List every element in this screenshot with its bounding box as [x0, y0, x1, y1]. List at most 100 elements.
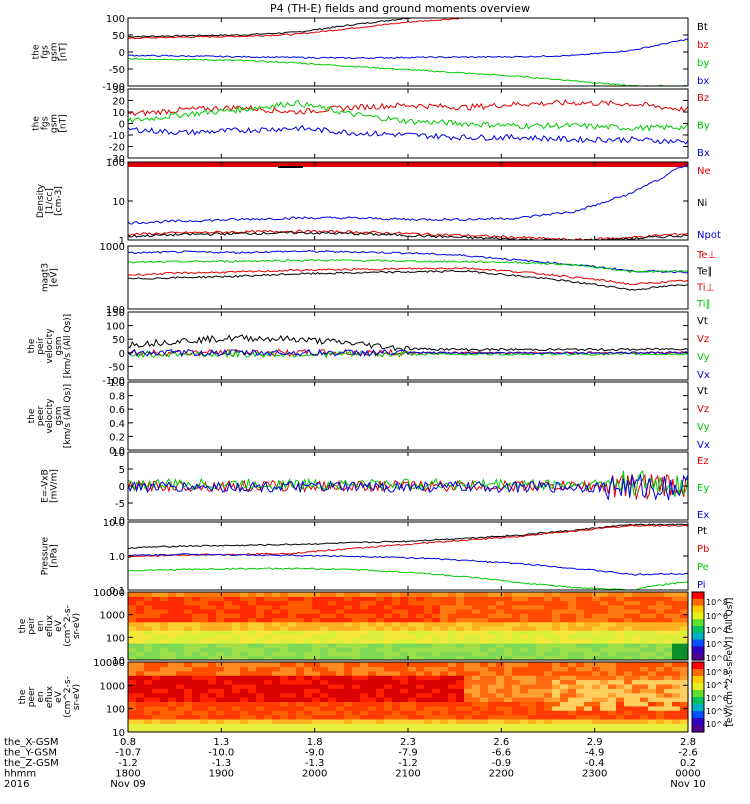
spectrogram-cell: [440, 718, 449, 724]
spectrogram-cell: [496, 675, 505, 681]
y-axis-label: [km/s (All Qs)]: [63, 384, 73, 448]
x-axis-value: 2.6: [493, 737, 509, 748]
spectrogram-cell: [240, 697, 249, 702]
spectrogram-cell: [512, 675, 521, 681]
spectrogram-cell: [336, 683, 345, 689]
spectrogram-cell: [416, 617, 425, 623]
spectrogram-cell: [616, 604, 625, 610]
spectrogram-cell: [472, 662, 481, 667]
spectrogram-cell: [560, 604, 569, 610]
spectrogram-cell: [408, 662, 417, 667]
spectrogram-cell: [168, 647, 177, 653]
spectrogram-cell: [656, 727, 665, 732]
spectrogram-cell: [528, 600, 537, 606]
spectrogram-cell: [136, 613, 145, 619]
spectrogram-cell: [568, 596, 577, 602]
spectrogram-cell: [448, 596, 457, 602]
spectrogram-cell: [584, 662, 593, 667]
spectrogram-cell: [592, 692, 601, 698]
spectrogram-cell: [328, 675, 337, 681]
spectrogram-cell: [456, 675, 465, 681]
spectrogram-cell: [280, 609, 289, 614]
spectrogram-cell: [344, 626, 353, 631]
spectrogram-cell: [296, 647, 305, 653]
spectrogram-cell: [600, 604, 609, 610]
spectrogram-cell: [560, 643, 569, 648]
spectrogram-cell: [232, 688, 241, 694]
spectrogram-cell: [512, 621, 521, 627]
spectrogram-cell: [392, 723, 401, 729]
spectrogram-cell: [544, 670, 553, 676]
spectrogram-cell: [632, 613, 641, 619]
spectrogram-cell: [584, 670, 593, 676]
spectrogram-cell: [296, 718, 305, 724]
spectrogram-cell: [320, 727, 329, 732]
spectrogram-cell: [296, 683, 305, 689]
spectrogram-cell: [656, 634, 665, 640]
spectrogram-cell: [144, 596, 153, 602]
spectrogram-cell: [184, 697, 193, 702]
spectrogram-cell: [296, 626, 305, 631]
spectrogram-cell: [144, 666, 153, 672]
spectrogram-cell: [664, 705, 673, 711]
spectrogram-cell: [152, 630, 161, 636]
y-tick-label: 5: [119, 465, 125, 476]
spectrogram-cell: [528, 662, 537, 667]
spectrogram-cell: [208, 697, 217, 702]
spectrogram-cell: [224, 613, 233, 619]
spectrogram-cell: [128, 710, 137, 716]
spectrogram-cell: [384, 666, 393, 672]
spectrogram-cell: [512, 662, 521, 667]
spectrogram-cell: [280, 679, 289, 685]
spectrogram-cell: [160, 666, 169, 672]
spectrogram-cell: [168, 609, 177, 614]
spectrogram-cell: [256, 592, 265, 597]
spectrogram-cell: [360, 643, 369, 648]
spectrogram-cell: [504, 647, 513, 653]
spectrogram-cell: [312, 638, 321, 644]
spectrogram-cell: [440, 727, 449, 732]
legend-entry: Vy: [697, 352, 710, 363]
spectrogram-cell: [272, 688, 281, 694]
legend-entry: Ez: [697, 456, 709, 467]
spectrogram-cell: [528, 626, 537, 631]
spectrogram-cell: [464, 626, 473, 631]
spectrogram-cell: [680, 643, 688, 648]
y-tick-label: 100: [106, 633, 125, 644]
spectrogram-cell: [528, 617, 537, 623]
spectrogram-cell: [600, 675, 609, 681]
spectrogram-cell: [320, 670, 329, 676]
spectrogram-cell: [408, 714, 417, 720]
spectrogram-cell: [488, 592, 497, 597]
spectrogram-cell: [520, 621, 529, 627]
spectrogram-cell: [472, 634, 481, 640]
spectrogram-cell: [184, 600, 193, 606]
spectrogram-cell: [280, 647, 289, 653]
spectrogram-cell: [264, 621, 273, 627]
spectrogram-cell: [384, 727, 393, 732]
spectrogram-cell: [560, 647, 569, 653]
spectrogram-cell: [536, 638, 545, 644]
spectrogram-cell: [328, 683, 337, 689]
spectrogram-cell: [440, 705, 449, 711]
spectrogram-cell: [392, 604, 401, 610]
spectrogram-cell: [272, 630, 281, 636]
x-axis-value: 2100: [395, 769, 420, 780]
spectrogram-cell: [464, 697, 473, 702]
spectrogram-cell: [328, 634, 337, 640]
x-axis-value: 1.8: [307, 737, 323, 748]
spectrogram-cell: [472, 617, 481, 623]
spectrogram-cell: [312, 714, 321, 720]
legend-entry: bx: [697, 76, 709, 87]
spectrogram-cell: [312, 683, 321, 689]
spectrogram-cell: [376, 697, 385, 702]
spectrogram-cell: [472, 718, 481, 724]
spectrogram-cell: [168, 600, 177, 606]
spectrogram-cell: [176, 613, 185, 619]
spectrogram-cell: [272, 662, 281, 667]
spectrogram-cell: [328, 670, 337, 676]
spectrogram-cell: [440, 710, 449, 716]
spectrogram-cell: [208, 609, 217, 614]
spectrogram-cell: [480, 609, 489, 614]
spectrogram-cell: [584, 697, 593, 702]
